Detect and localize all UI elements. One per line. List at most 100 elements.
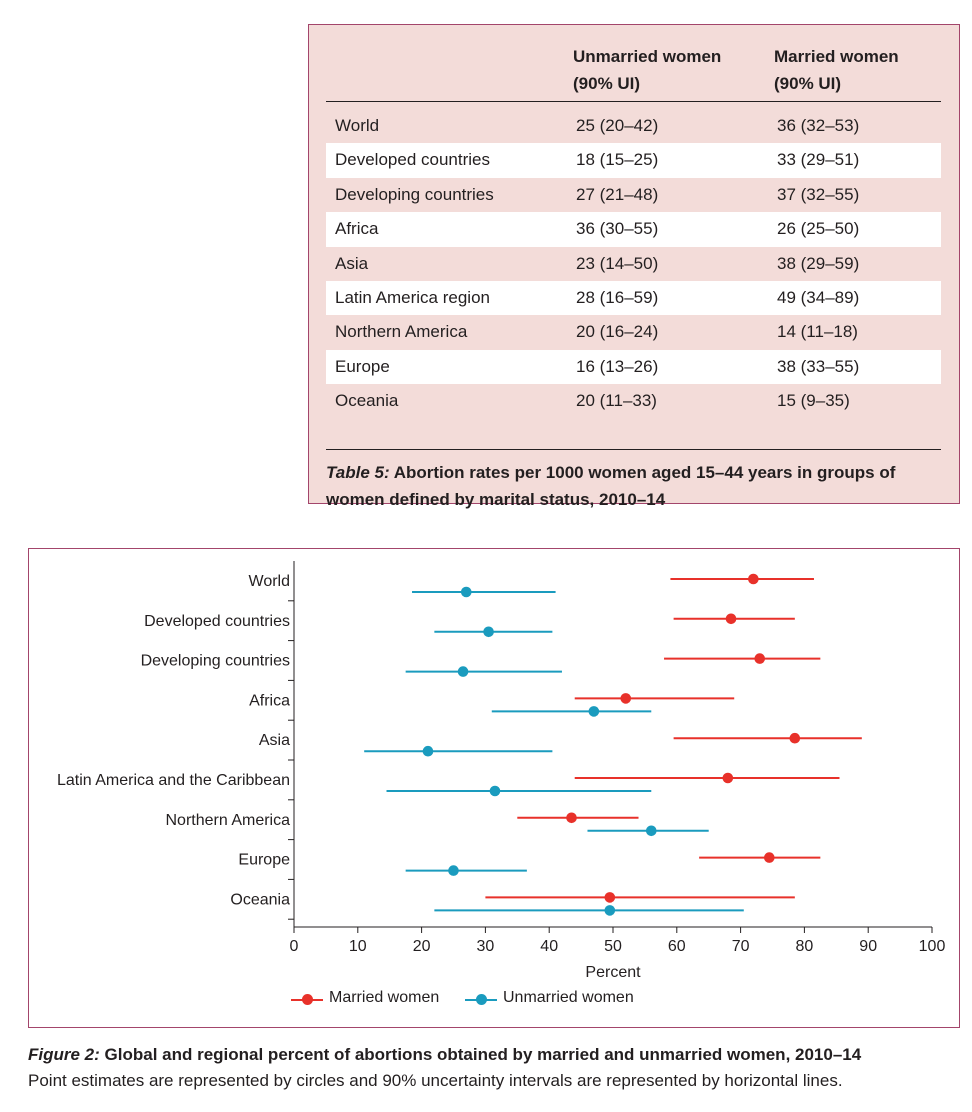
y-tick-label: World — [249, 573, 291, 590]
figure-caption-title: Figure 2: Global and regional percent of… — [28, 1042, 958, 1068]
region-cell: World — [335, 116, 380, 135]
point-marker-unmarried — [604, 905, 616, 916]
table-row: Northern America 20 (16–24) 14 (11–18) — [326, 315, 941, 349]
unmarried-cell: 16 (13–26) — [576, 356, 659, 376]
region-cell: Oceania — [335, 391, 399, 411]
point-marker-married — [725, 613, 737, 625]
dot-interval-chart: World Developed countries Developing count… — [57, 561, 946, 981]
unmarried-cell: 28 (16–59) — [576, 287, 659, 307]
x-tick-label: 0 — [290, 938, 299, 955]
y-tick-label: Latin America and the Caribbean — [57, 772, 290, 789]
point-marker-unmarried — [588, 706, 600, 717]
x-tick-label: 20 — [413, 938, 431, 955]
unmarried-cell: 25 (20–42) — [576, 116, 659, 135]
column-header-unmarried: Unmarried women (90% UI) — [573, 43, 721, 97]
point-marker-married — [789, 732, 801, 744]
figure-caption-label: Figure 2: — [28, 1045, 100, 1064]
point-marker-married — [764, 852, 775, 863]
y-tick-label: Europe — [238, 852, 290, 869]
table-header: Unmarried women (90% UI) Married women (… — [309, 43, 959, 103]
legend-label-married: Married women — [329, 989, 440, 1006]
table-caption-text: Abortion rates per 1000 women aged 15–44… — [326, 463, 896, 509]
y-tick-label: Developing countries — [141, 653, 290, 670]
x-tick-label: 70 — [732, 938, 750, 955]
region-cell: Europe — [335, 356, 390, 376]
column-header-married-line2: (90% UI) — [774, 74, 842, 93]
married-cell: 14 (11–18) — [777, 322, 858, 342]
region-cell: Latin America region — [335, 287, 490, 307]
column-header-married-line1: Married women — [774, 47, 899, 66]
married-cell: 26 (25–50) — [777, 219, 860, 239]
figure-2-panel: World Developed countries Developing count… — [28, 548, 960, 1028]
table-5-panel: Unmarried women (90% UI) Married women (… — [308, 24, 960, 509]
x-tick-label: 40 — [540, 938, 558, 955]
figure-caption: Figure 2: Global and regional percent of… — [28, 1042, 958, 1094]
point-marker-married — [566, 812, 577, 824]
x-tick-label: 50 — [604, 938, 622, 955]
point-marker-unmarried — [483, 626, 494, 638]
table-row: Oceania 20 (11–33) 15 (9–35) — [326, 384, 941, 418]
married-cell: 36 (32–53) — [777, 116, 860, 135]
table-row: Developing countries 27 (21–48) 37 (32–55) — [326, 178, 941, 212]
y-tick-label: Northern America — [166, 812, 291, 829]
table-row: Europe 16 (13–26) 38 (33–55) — [326, 349, 941, 385]
column-header-married: Married women (90% UI) — [774, 43, 899, 97]
table-caption-label: Table 5: — [326, 463, 390, 482]
point-marker-married — [604, 892, 616, 903]
point-marker-married — [754, 653, 766, 664]
x-tick-label: 100 — [919, 938, 946, 955]
point-marker-married — [748, 573, 759, 585]
point-marker-unmarried — [448, 865, 459, 876]
figure-caption-title-text: Global and regional percent of abortions… — [99, 1045, 862, 1064]
unmarried-cell: 23 (14–50) — [576, 253, 659, 273]
caption-rule — [326, 449, 941, 450]
married-cell: 15 (9–35) — [777, 391, 850, 411]
married-cell: 38 (29–59) — [777, 253, 860, 273]
point-marker-unmarried — [460, 586, 472, 598]
table-row: World 25 (20–42) 36 (32–53) — [326, 109, 941, 143]
legend-marker-unmarried — [476, 994, 487, 1005]
region-cell: Northern America — [335, 322, 468, 342]
table-body: World 25 (20–42) 36 (32–53) Developed coun… — [326, 109, 941, 419]
column-header-unmarried-line1: Unmarried women — [573, 47, 722, 66]
region-cell: Africa — [335, 219, 379, 239]
married-cell: 38 (33–55) — [777, 356, 860, 376]
point-marker-unmarried — [422, 745, 434, 757]
region-cell: Developed countries — [335, 150, 490, 170]
legend-label-unmarried: Unmarried women — [503, 989, 634, 1006]
y-tick-label: Asia — [259, 732, 290, 749]
x-tick-label: 90 — [859, 938, 877, 955]
unmarried-cell: 20 (11–33) — [576, 391, 657, 411]
married-cell: 49 (34–89) — [777, 287, 860, 307]
unmarried-cell: 36 (30–55) — [576, 219, 659, 239]
table-caption: Table 5: Abortion rates per 1000 women a… — [326, 459, 941, 513]
table-row: Asia 23 (14–50) 38 (29–59) — [326, 247, 941, 281]
point-marker-married — [722, 772, 734, 784]
x-tick-label: 80 — [796, 938, 814, 955]
point-marker-unmarried — [457, 666, 469, 677]
point-marker-unmarried — [489, 785, 501, 797]
unmarried-cell: 27 (21–48) — [576, 184, 659, 204]
point-marker-unmarried — [645, 825, 657, 837]
y-tick-label: Africa — [249, 692, 290, 709]
x-tick-label: 30 — [477, 938, 495, 955]
table-row: Developed countries 18 (15–25) 33 (29–51) — [326, 143, 941, 178]
column-header-unmarried-line2: (90% UI) — [573, 74, 641, 93]
figure-caption-note: Point estimates are represented by circl… — [28, 1071, 843, 1090]
married-cell: 37 (32–55) — [777, 184, 860, 204]
region-cell: Developing countries — [335, 184, 494, 204]
y-tick-label: Developed countries — [144, 613, 290, 630]
table-row: Africa 36 (30–55) 26 (25–50) — [326, 212, 941, 247]
legend-marker-married — [302, 994, 313, 1005]
point-marker-married — [620, 693, 632, 704]
header-rule — [326, 101, 941, 102]
table-row: Latin America region 28 (16–59) 49 (34–89) — [326, 280, 941, 316]
married-cell: 33 (29–51) — [777, 150, 860, 170]
x-tick-label: 60 — [668, 938, 686, 955]
x-tick-label: 10 — [349, 938, 367, 955]
x-axis-title: Percent — [585, 964, 641, 981]
y-tick-label: Oceania — [230, 891, 290, 908]
region-cell: Asia — [335, 253, 369, 273]
unmarried-cell: 20 (16–24) — [576, 322, 659, 342]
unmarried-cell: 18 (15–25) — [576, 150, 659, 170]
